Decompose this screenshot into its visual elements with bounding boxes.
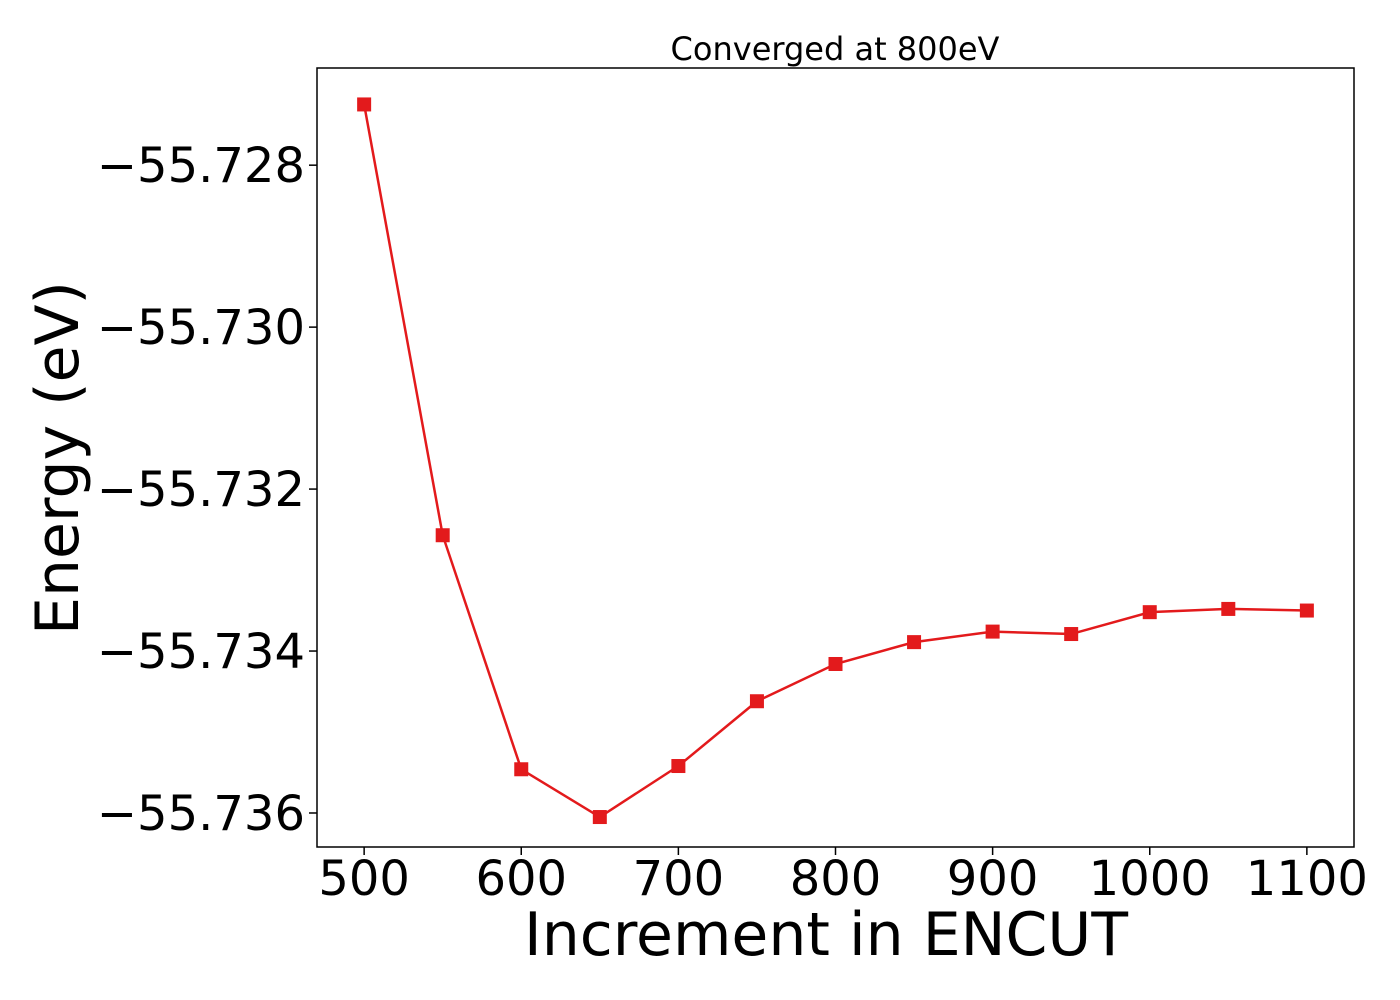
y-axis-label: Energy (eV) [23,281,93,635]
series-line [362,104,1307,819]
y-tick-label: −55.728 [97,138,305,194]
x-tick-label: 800 [790,851,882,907]
x-tick-label: 600 [475,851,567,907]
x-tick-label: 900 [947,851,1039,907]
y-tick-label: −55.732 [97,462,305,518]
data-point-marker [1142,605,1157,620]
series-layer [357,97,1314,825]
y-axis-ticks: −55.728 −55.730 −55.732 −55.734 −55.736 [97,138,317,842]
data-point-marker [357,97,372,112]
data-point-marker [907,635,922,650]
data-point-marker [1221,601,1236,616]
data-point-marker [671,759,686,774]
x-tick-label: 500 [318,851,410,907]
y-tick-label: −55.734 [97,624,305,680]
y-tick-label: −55.730 [97,300,305,356]
x-axis-ticks: 500 600 700 800 900 1000 1100 [318,847,1368,907]
x-tick-label: 1000 [1089,851,1211,907]
chart-title: Converged at 800eV [671,30,1000,68]
x-tick-label: 1100 [1246,851,1368,907]
data-point-marker [749,694,764,709]
x-tick-label: 700 [633,851,725,907]
data-point-marker [1064,627,1079,642]
data-point-marker [514,762,529,777]
plot-area-frame [316,67,1355,848]
data-point-marker [828,656,843,671]
data-point-marker [435,528,450,543]
data-point-marker [592,810,607,825]
y-tick-label: −55.736 [97,786,305,842]
x-axis-label: Increment in ENCUT [524,900,1128,970]
data-point-marker [985,624,1000,639]
data-point-marker [1299,603,1314,618]
